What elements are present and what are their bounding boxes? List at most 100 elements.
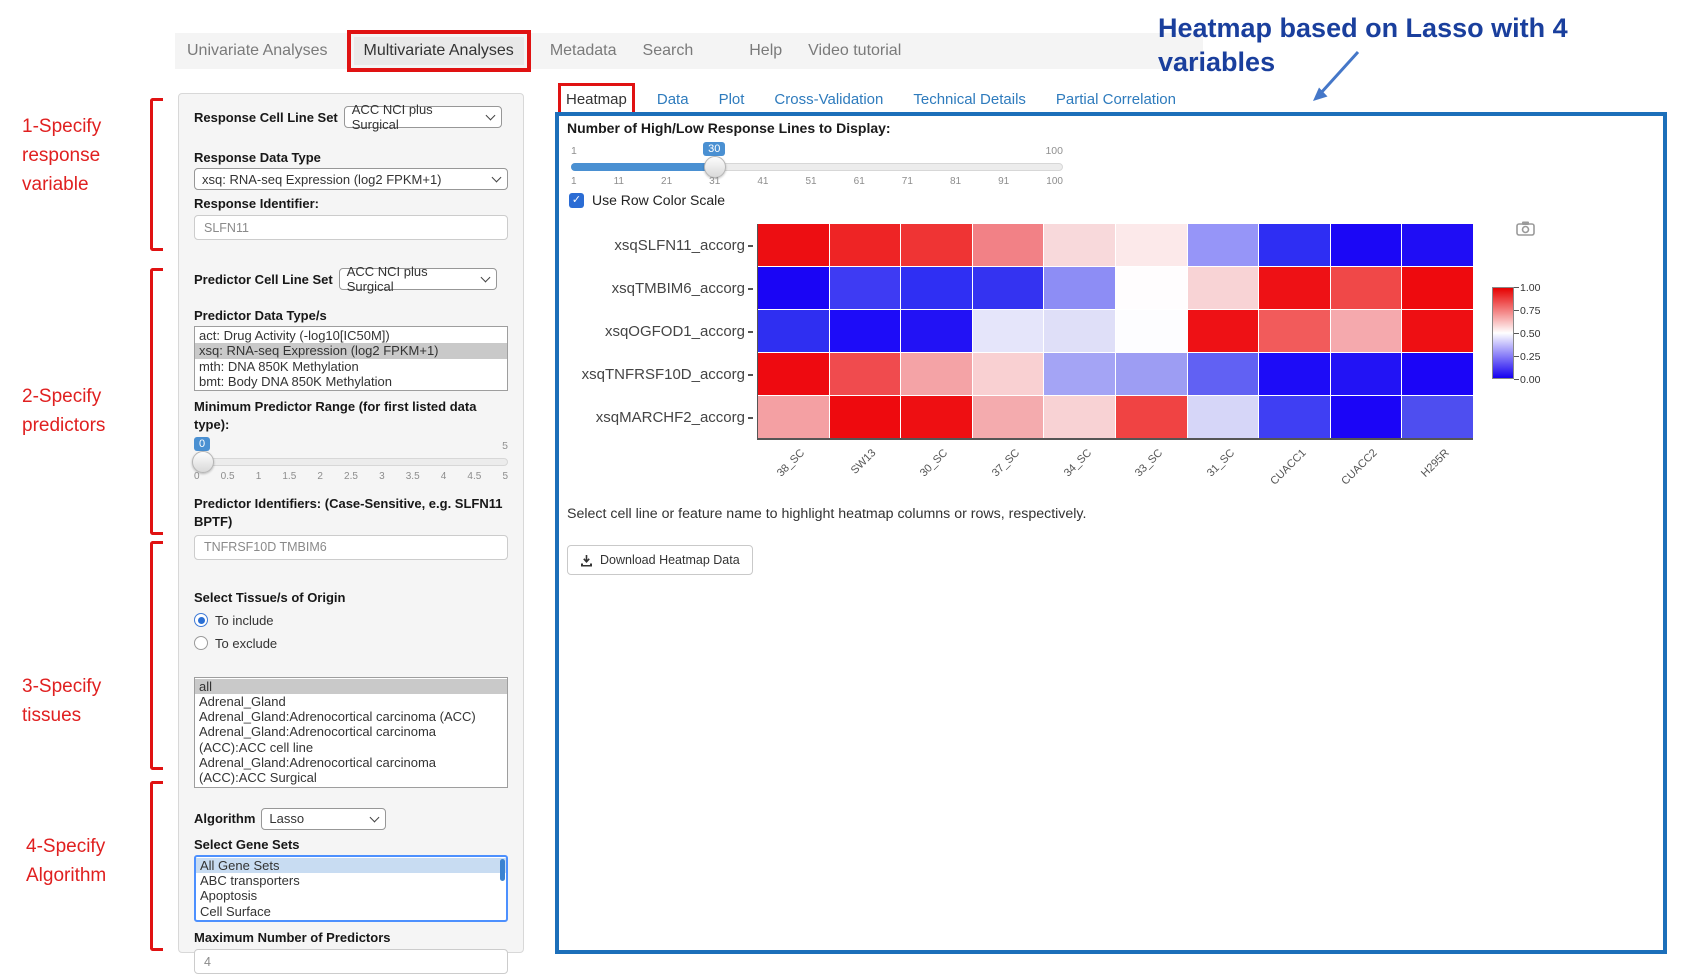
gene-sets-listbox[interactable]: All Gene Sets ABC transporters Apoptosis Ce… — [194, 854, 508, 923]
predictor-identifiers-input[interactable]: TNFRSF10D TMBIM6 — [194, 534, 508, 560]
listbox-option-mth-dna-850k-methylation[interactable]: mth: DNA 850K Methylation — [199, 358, 359, 374]
heatmap-cell-xsqtnfrsf10d-accorg-30-sc[interactable] — [901, 353, 972, 395]
tissue-include-radio[interactable]: To include — [194, 613, 508, 628]
heatmap-cell-xsqslfn11-accorg-h295r[interactable] — [1402, 224, 1473, 266]
nav-item-search[interactable]: Search — [642, 42, 694, 59]
heatmap-cell-xsqslfn11-accorg-31-sc[interactable] — [1187, 224, 1259, 266]
heatmap-cell-xsqogfod1-accorg-34-sc[interactable] — [1044, 310, 1115, 352]
heatmap-cell-xsqslfn11-accorg-33-sc[interactable] — [1115, 224, 1187, 266]
listbox-option-adrenal-gland-adrenocortical-carcinoma-acc-acc-surgical[interactable]: Adrenal_Gland:Adrenocortical carcinoma (… — [199, 755, 437, 786]
heatmap-col-label-31-sc[interactable]: 31_SC — [1204, 447, 1237, 480]
listbox-option-bmt-body-dna-850k-methylation[interactable]: bmt: Body DNA 850K Methylation — [199, 373, 392, 389]
max-predictors-input[interactable]: 4 — [194, 949, 508, 974]
heatmap-cell-xsqmarchf2-accorg-30-sc[interactable] — [901, 396, 972, 438]
heatmap-cell-xsqogfod1-accorg-37-sc[interactable] — [972, 310, 1044, 352]
heatmap-row-label-xsqmarchf2-accorg[interactable]: xsqMARCHF2_accorg — [563, 409, 753, 426]
heatmap-cell-xsqtnfrsf10d-accorg-31-sc[interactable] — [1187, 353, 1259, 395]
heatmap-cell-xsqmarchf2-accorg-37-sc[interactable] — [972, 396, 1044, 438]
heatmap-cell-xsqtnfrsf10d-accorg-sw13[interactable] — [829, 353, 901, 395]
heatmap-cell-xsqtmbim6-accorg-34-sc[interactable] — [1044, 267, 1115, 309]
listbox-option-all[interactable]: all — [195, 678, 507, 694]
listbox-option-cell-surface[interactable]: Cell Surface — [200, 903, 271, 919]
tissue-listbox[interactable]: all Adrenal_Gland Adrenal_Gland:Adrenocort… — [194, 676, 508, 788]
listbox-option-act-drug-activity-log10-ic50m[interactable]: act: Drug Activity (-log10[IC50M]) — [199, 328, 390, 343]
heatmap-cell-xsqogfod1-accorg-sw13[interactable] — [829, 310, 901, 352]
listbox-option-adrenal-gland-adrenocortical-carcinoma-acc[interactable]: Adrenal_Gland:Adrenocortical carcinoma (… — [199, 709, 476, 725]
predictor-data-type-listbox[interactable]: act: Drug Activity (-log10[IC50M]) xsq: R… — [194, 326, 508, 392]
algorithm-select[interactable]: Lasso — [261, 807, 387, 830]
predictor-cell-line-set-select[interactable]: ACC NCI plus Surgical — [338, 264, 497, 294]
heatmap-col-label-30-sc[interactable]: 30_SC — [918, 447, 951, 480]
heatmap-cell-xsqslfn11-accorg-cuacc1[interactable] — [1259, 224, 1330, 266]
heatmap-col-label-cuacc2[interactable]: CUACC2 — [1339, 447, 1381, 488]
heatmap-cell-xsqtnfrsf10d-accorg-cuacc2[interactable] — [1330, 353, 1402, 395]
nav-item-univariate-analyses[interactable]: Univariate Analyses — [187, 42, 328, 59]
camera-icon[interactable] — [1516, 220, 1536, 236]
heatmap-cell-xsqtnfrsf10d-accorg-38-sc[interactable] — [758, 353, 829, 395]
response-data-type-select[interactable]: xsq: RNA-seq Expression (log2 FPKM+1) — [194, 168, 508, 190]
nav-item-help[interactable]: Help — [749, 42, 783, 59]
listbox-option-adrenal-gland-adrenocortical-carcinoma-acc-acc-cell-line[interactable]: Adrenal_Gland:Adrenocortical carcinoma (… — [199, 724, 437, 755]
heatmap-cell-xsqmarchf2-accorg-sw13[interactable] — [829, 396, 901, 438]
heatmap-cell-xsqslfn11-accorg-34-sc[interactable] — [1044, 224, 1115, 266]
slider-handle[interactable] — [192, 451, 214, 474]
heatmap-row-label-xsqtmbim6-accorg[interactable]: xsqTMBIM6_accorg — [563, 280, 753, 297]
heatmap-cell-xsqmarchf2-accorg-31-sc[interactable] — [1187, 396, 1259, 438]
heatmap-cell-xsqmarchf2-accorg-38-sc[interactable] — [758, 396, 829, 438]
heatmap-cell-xsqslfn11-accorg-30-sc[interactable] — [901, 224, 972, 266]
heatmap-col-label-cuacc1[interactable]: CUACC1 — [1268, 447, 1309, 488]
heatmap-col-label-37-sc[interactable]: 37_SC — [989, 447, 1023, 480]
heatmap-cell-xsqtmbim6-accorg-sw13[interactable] — [829, 267, 901, 309]
tab-heatmap[interactable]: Heatmap — [558, 82, 635, 116]
heatmap-cell-xsqtmbim6-accorg-h295r[interactable] — [1402, 267, 1473, 309]
heatmap-cell-xsqtmbim6-accorg-33-sc[interactable] — [1115, 267, 1187, 309]
heatmap-cell-xsqtmbim6-accorg-cuacc2[interactable] — [1330, 267, 1402, 309]
tab-plot[interactable]: Plot — [718, 90, 745, 108]
response-cell-line-set-select[interactable]: ACC NCI plus Surgical — [343, 102, 502, 132]
heatmap-cell-xsqogfod1-accorg-33-sc[interactable] — [1115, 310, 1187, 352]
response-identifier-input[interactable]: SLFN11 — [194, 215, 508, 240]
heatmap-cell-xsqtmbim6-accorg-30-sc[interactable] — [901, 267, 972, 309]
heatmap-cell-xsqtnfrsf10d-accorg-37-sc[interactable] — [972, 353, 1044, 395]
heatmap-cell-xsqogfod1-accorg-cuacc2[interactable] — [1330, 310, 1402, 352]
heatmap-col-label-34-sc[interactable]: 34_SC — [1061, 447, 1094, 480]
heatmap-col-label-33-sc[interactable]: 33_SC — [1133, 447, 1166, 480]
nav-item-video-tutorial[interactable]: Video tutorial — [808, 42, 902, 59]
heatmap-cell-xsqslfn11-accorg-cuacc2[interactable] — [1330, 224, 1402, 266]
heatmap-cell-xsqslfn11-accorg-38-sc[interactable] — [758, 224, 829, 266]
nav-item-multivariate-analyses[interactable]: Multivariate Analyses — [346, 30, 531, 72]
scrollbar-thumb[interactable] — [500, 858, 505, 881]
tab-partial-correlation[interactable]: Partial Correlation — [1055, 90, 1176, 108]
heatmap-cell-xsqtnfrsf10d-accorg-34-sc[interactable] — [1044, 353, 1115, 395]
heatmap-cell-xsqtmbim6-accorg-cuacc1[interactable] — [1259, 267, 1330, 309]
heatmap-cell-xsqtnfrsf10d-accorg-cuacc1[interactable] — [1259, 353, 1330, 395]
heatmap-cell-xsqogfod1-accorg-38-sc[interactable] — [758, 310, 829, 352]
heatmap-cell-xsqmarchf2-accorg-cuacc2[interactable] — [1330, 396, 1402, 438]
slider-track[interactable] — [194, 458, 508, 467]
tab-cross-validation[interactable]: Cross-Validation — [774, 90, 884, 108]
heatmap-cell-xsqogfod1-accorg-31-sc[interactable] — [1187, 310, 1259, 352]
heatmap-cell-xsqogfod1-accorg-h295r[interactable] — [1402, 310, 1473, 352]
min-predictor-range-slider[interactable]: 0 5 0 0.5 1 1.5 2 2.5 3 3.5 4 4.5 5 — [192, 437, 508, 487]
listbox-option-xsq-rna-seq-expression-log2-fpkm-1[interactable]: xsq: RNA-seq Expression (log2 FPKM+1) — [195, 343, 507, 359]
response-lines-slider[interactable]: 1 100 30 1 11 21 31 41 51 61 71 81 91 100 — [571, 142, 1063, 192]
heatmap-cell-xsqtmbim6-accorg-37-sc[interactable] — [972, 267, 1044, 309]
heatmap-cell-xsqmarchf2-accorg-34-sc[interactable] — [1044, 396, 1115, 438]
tab-technical-details[interactable]: Technical Details — [913, 90, 1026, 108]
row-color-scale-checkbox[interactable]: Use Row Color Scale — [569, 192, 725, 208]
tissue-exclude-radio[interactable]: To exclude — [194, 636, 508, 651]
heatmap-col-label-sw13[interactable]: SW13 — [849, 447, 879, 477]
heatmap-cell-xsqtnfrsf10d-accorg-h295r[interactable] — [1402, 353, 1473, 395]
listbox-option-apoptosis[interactable]: Apoptosis — [200, 888, 258, 904]
slider-handle[interactable] — [704, 156, 727, 178]
heatmap-cell-xsqmarchf2-accorg-33-sc[interactable] — [1115, 396, 1187, 438]
listbox-option-adrenal-gland[interactable]: Adrenal_Gland — [199, 693, 286, 709]
heatmap-cell-xsqtnfrsf10d-accorg-33-sc[interactable] — [1115, 353, 1187, 395]
listbox-option-abc-transporters[interactable]: ABC transporters — [200, 873, 300, 889]
heatmap-cell-xsqogfod1-accorg-30-sc[interactable] — [901, 310, 972, 352]
heatmap-cell-xsqmarchf2-accorg-h295r[interactable] — [1402, 396, 1473, 438]
heatmap-cell-xsqslfn11-accorg-37-sc[interactable] — [972, 224, 1044, 266]
heatmap-cell-xsqtmbim6-accorg-31-sc[interactable] — [1187, 267, 1259, 309]
heatmap-col-label-h295r[interactable]: H295R — [1418, 447, 1452, 480]
heatmap-row-label-xsqogfod1-accorg[interactable]: xsqOGFOD1_accorg — [563, 323, 753, 340]
